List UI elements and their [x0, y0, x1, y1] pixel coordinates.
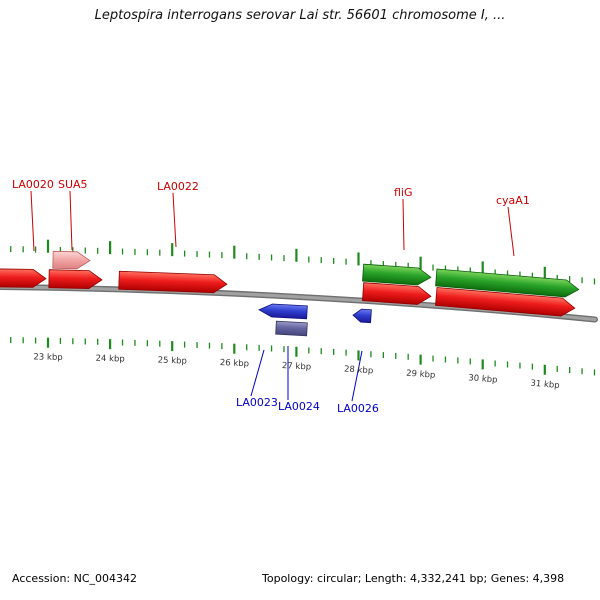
- scale-label-23: 23 kbp: [33, 352, 62, 363]
- gene-SUA5[interactable]: [52, 250, 91, 270]
- scale-label-28: 28 kbp: [344, 364, 374, 376]
- gene-label-fliG[interactable]: fliG: [394, 186, 413, 199]
- scale-label-31: 31 kbp: [530, 379, 560, 392]
- gene-label-LA0024[interactable]: LA0024: [278, 400, 320, 413]
- gene-LA0023[interactable]: [258, 303, 308, 320]
- accession-text: Accession: NC_004342: [12, 572, 138, 585]
- gene-gene-right-of-LA0020[interactable]: [48, 269, 103, 290]
- gene-cyaA1-upper[interactable]: [435, 268, 580, 298]
- gene-LA0022[interactable]: [118, 270, 228, 294]
- scale-label-27: 27 kbp: [282, 361, 312, 373]
- gene-cyaA1[interactable]: [435, 287, 576, 317]
- gene-label-LA0020[interactable]: LA0020: [12, 178, 54, 191]
- scale-label-24: 24 kbp: [95, 354, 124, 365]
- gene-label-SUA5[interactable]: SUA5: [58, 178, 88, 191]
- leader-line-LA0020: [30, 190, 35, 252]
- leader-line-SUA5: [69, 190, 73, 251]
- scale-label-30: 30 kbp: [468, 373, 498, 385]
- gene-label-LA0026[interactable]: LA0026: [337, 402, 379, 415]
- scale-label-26: 26 kbp: [220, 358, 250, 369]
- scale-label-29: 29 kbp: [406, 369, 436, 381]
- leader-line-LA0022: [172, 192, 177, 248]
- leader-line-cyaA1: [507, 206, 515, 257]
- page-title: Leptospira interrogans serovar Lai str. …: [94, 8, 506, 23]
- leader-line-fliG: [402, 198, 405, 251]
- topology-text: Topology: circular; Length: 4,332,241 bp…: [262, 572, 565, 585]
- gene-label-cyaA1[interactable]: cyaA1: [496, 194, 530, 207]
- gene-LA0026[interactable]: [352, 308, 372, 324]
- gene-label-LA0022[interactable]: LA0022: [157, 180, 199, 193]
- leader-line-LA0026: [351, 350, 363, 402]
- gene-fliG-upper[interactable]: [362, 263, 432, 286]
- gene-LA0020[interactable]: [0, 268, 47, 288]
- gene-LA0024[interactable]: [275, 320, 308, 337]
- gene-fliG[interactable]: [362, 282, 432, 306]
- gene-label-LA0023[interactable]: LA0023: [236, 396, 278, 409]
- leader-line-LA0023: [250, 349, 265, 397]
- scale-label-25: 25 kbp: [157, 356, 187, 367]
